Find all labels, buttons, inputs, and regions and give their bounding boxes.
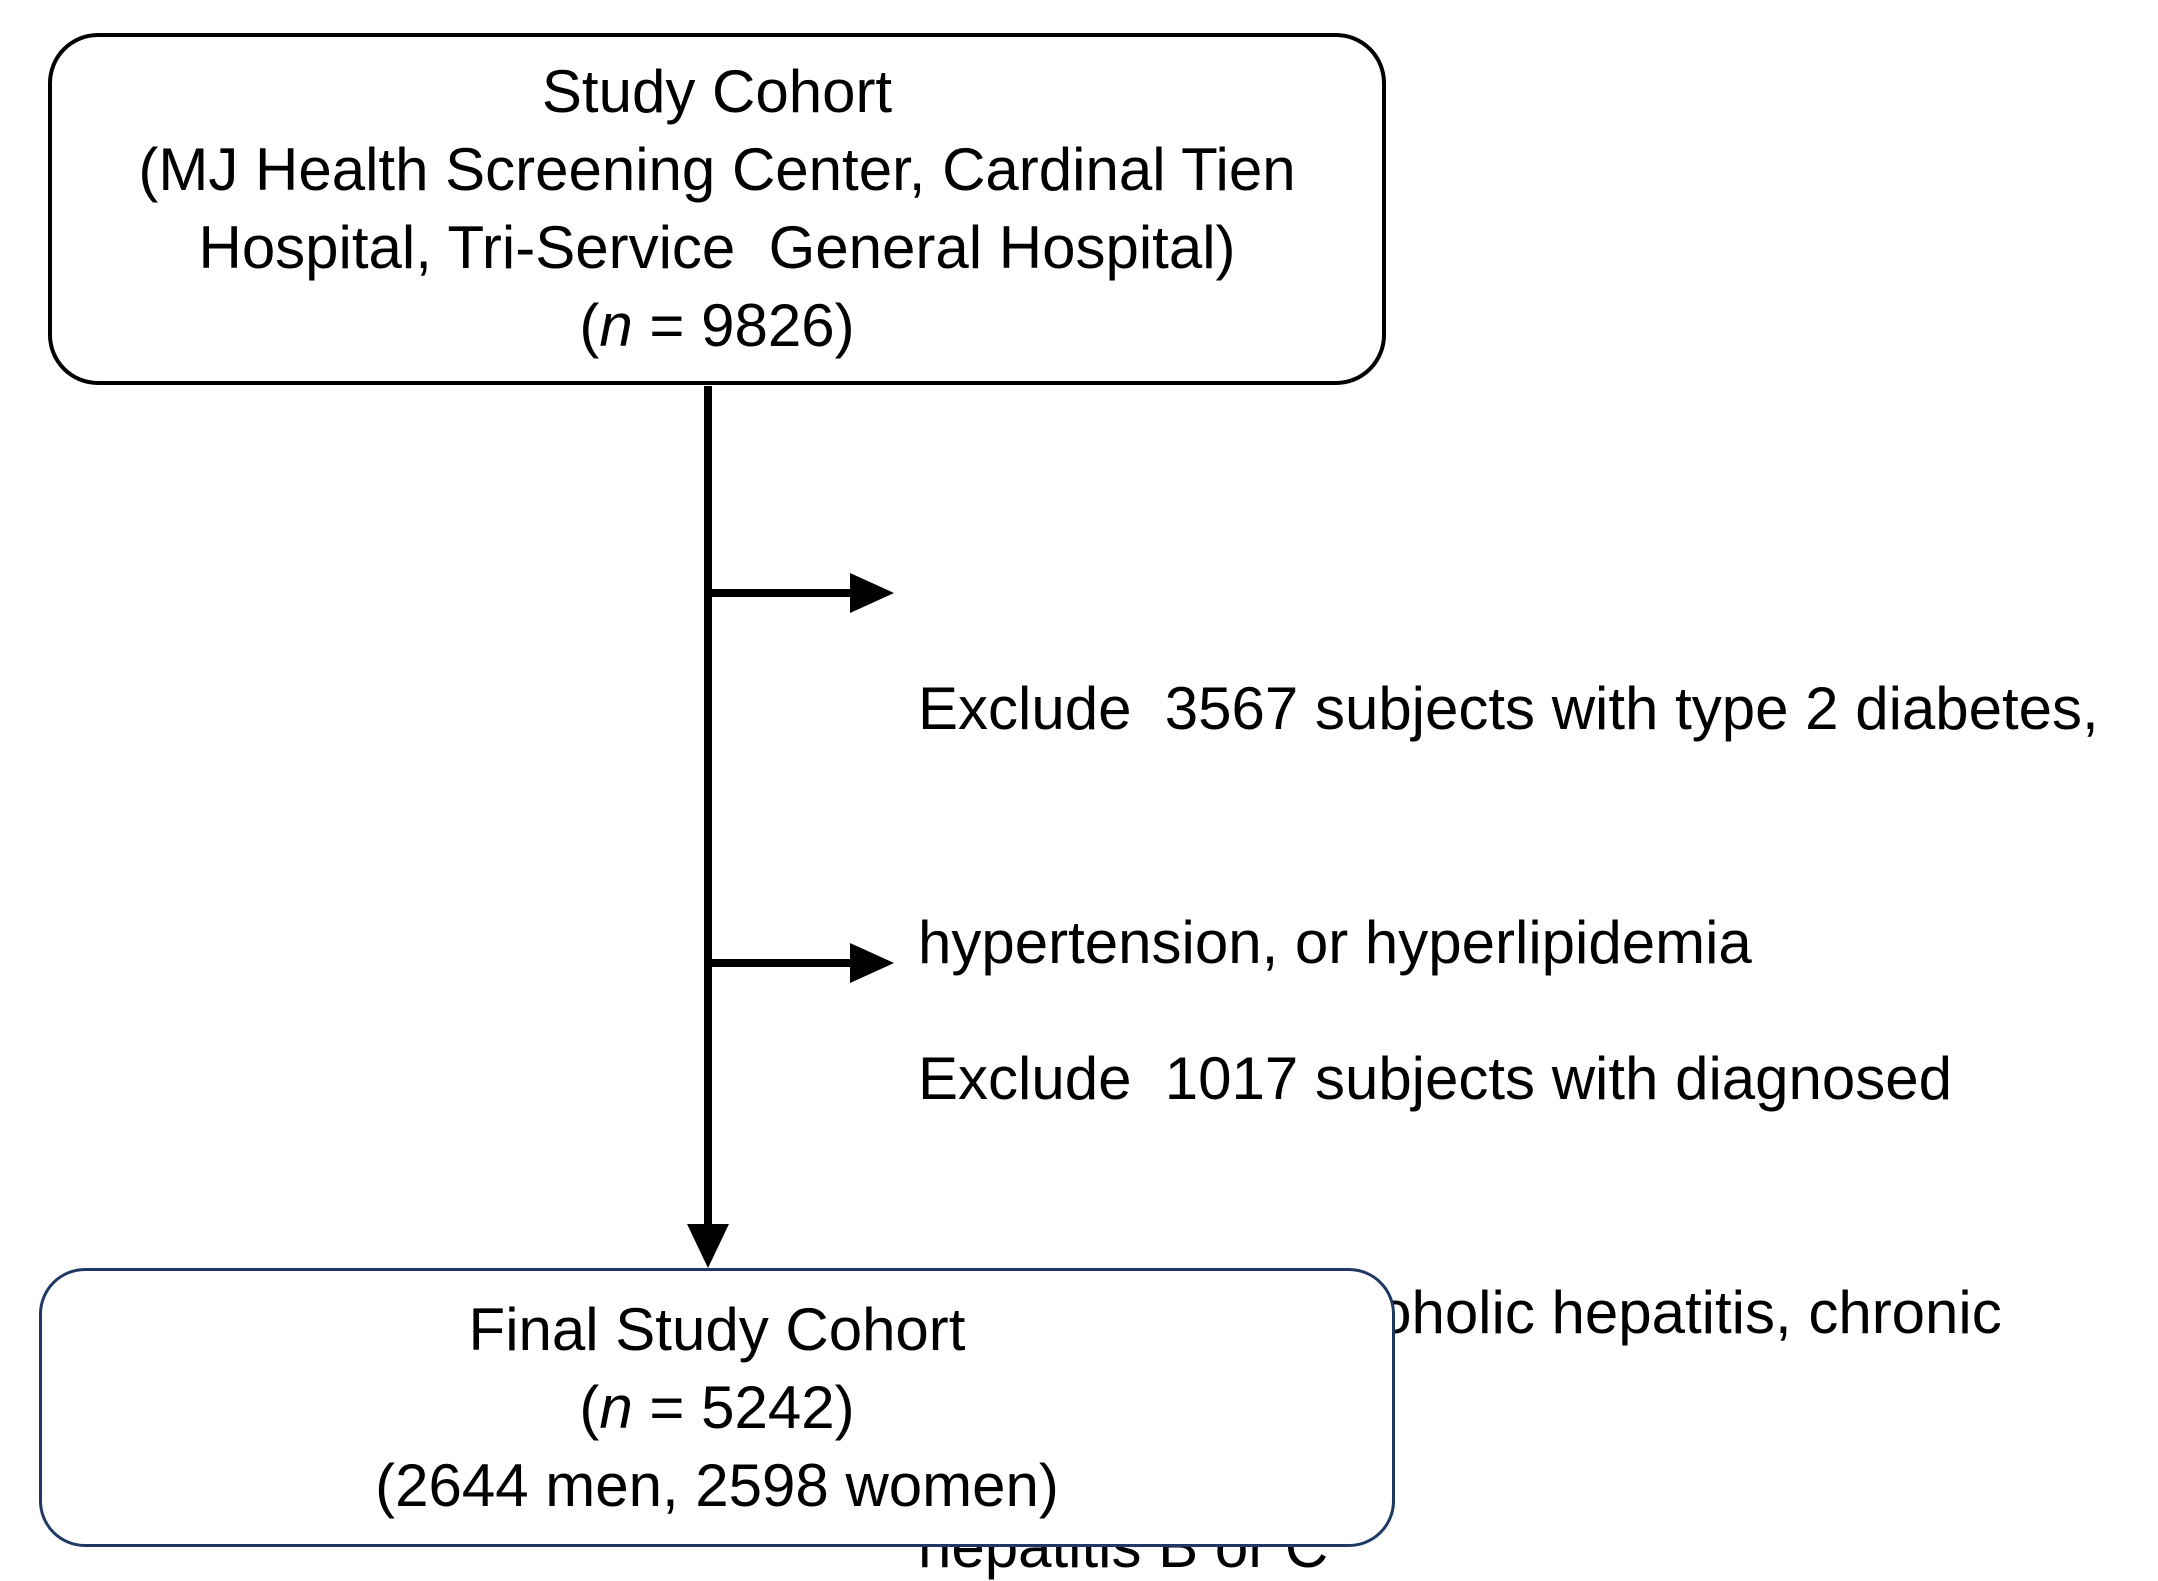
study-cohort-box: Study Cohort (MJ Health Screening Center…	[48, 33, 1386, 385]
right-arrowhead-2-icon	[850, 943, 894, 983]
study-cohort-title: Study Cohort	[541, 58, 893, 125]
study-cohort-source-line-2: Hospital, Tri-Service General Hospital)	[198, 214, 1236, 281]
flow-trunk-line	[704, 386, 712, 1226]
exclusion-arrow-1-line	[708, 589, 850, 597]
final-cohort-gender-line: (2644 men, 2598 women)	[375, 1451, 1059, 1519]
exclusion-note-1: Exclude 3567 subjects with type 2 diabet…	[918, 514, 2158, 1138]
study-cohort-source-line-1: (MJ Health Screening Center, Cardinal Ti…	[138, 136, 1296, 203]
exclusion-1-line-1: Exclude 3567 subjects with type 2 diabet…	[918, 675, 2099, 742]
down-arrowhead-icon	[687, 1224, 729, 1268]
study-cohort-n-line: (n = 9826)	[579, 292, 855, 359]
n-variable: n	[599, 292, 633, 359]
exclusion-1-line-2: hypertension, or hyperlipidemia	[918, 909, 1752, 976]
right-arrowhead-1-icon	[850, 573, 894, 613]
final-cohort-n-line: (n = 5242)	[579, 1373, 855, 1441]
final-study-cohort-box: Final Study Cohort (n = 5242) (2644 men,…	[39, 1268, 1395, 1547]
exclusion-2-line-1: Exclude 1017 subjects with diagnosed	[918, 1045, 1953, 1112]
final-cohort-title: Final Study Cohort	[468, 1295, 966, 1363]
exclusion-arrow-2-line	[708, 959, 850, 967]
n-variable: n	[599, 1373, 633, 1441]
